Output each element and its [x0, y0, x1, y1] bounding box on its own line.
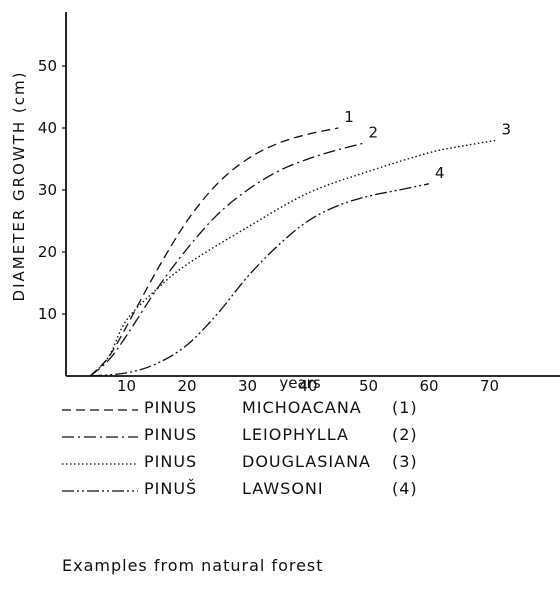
legend-swatch-2 [62, 436, 138, 438]
legend-species: MICHOACANA [242, 398, 362, 417]
series-line-2 [89, 142, 363, 377]
y-tick-label: 10 [38, 305, 57, 323]
legend-species: LEIOPHYLLA [242, 425, 349, 444]
legend-genus: PINUS [144, 452, 198, 471]
series-line-1 [89, 127, 339, 377]
legend-swatch-1 [62, 409, 138, 411]
x-tick-label: 70 [480, 377, 499, 395]
diameter-growth-chart: 10 20 30 40 50 10 20 30 40 50 60 70 DIAMETER GROWT… [10, 12, 560, 395]
series-label-1: 1 [344, 108, 354, 126]
legend-genus: PINUS [144, 425, 198, 444]
y-tick-label: 40 [38, 119, 57, 137]
legend-genus: PINUŠ [144, 479, 198, 498]
legend-swatch-3 [62, 463, 138, 465]
legend-item-1: PINUS MICHOACANA (1) [62, 398, 542, 425]
legend: PINUS MICHOACANA (1) PINUS LEIOPHYLLA (2… [62, 398, 542, 506]
legend-species: DOUGLASIANA [242, 452, 371, 471]
x-tick-label: 60 [419, 377, 438, 395]
x-tick-label: 40 [298, 377, 317, 395]
x-tick-label: 50 [359, 377, 378, 395]
caption-note: Examples from natural forest [62, 556, 324, 575]
x-axis-label: years [279, 374, 320, 392]
legend-number: (2) [392, 425, 418, 444]
y-tick-label: 30 [38, 181, 57, 199]
legend-genus: PINUS [144, 398, 198, 417]
legend-number: (4) [392, 479, 418, 498]
legend-item-3: PINUS DOUGLASIANA (3) [62, 452, 542, 479]
y-tick-label: 20 [38, 243, 57, 261]
legend-number: (1) [392, 398, 418, 417]
legend-item-2: PINUS LEIOPHYLLA (2) [62, 425, 542, 452]
series-label-4: 4 [435, 164, 445, 182]
y-axis-label: DIAMETER GROWTH (cm) [10, 71, 28, 302]
legend-item-4: PINUŠ LAWSONI (4) [62, 479, 542, 506]
series-label-3: 3 [502, 120, 512, 138]
x-tick-label: 30 [238, 377, 257, 395]
series-line-3 [89, 139, 496, 377]
y-tick-label: 50 [38, 57, 57, 75]
legend-number: (3) [392, 452, 418, 471]
legend-species: LAWSONI [242, 479, 324, 498]
x-tick-label: 10 [117, 377, 136, 395]
legend-swatch-4 [62, 490, 138, 492]
x-tick-label: 20 [177, 377, 196, 395]
series-line-4 [90, 183, 430, 377]
series-label-2: 2 [368, 124, 378, 142]
